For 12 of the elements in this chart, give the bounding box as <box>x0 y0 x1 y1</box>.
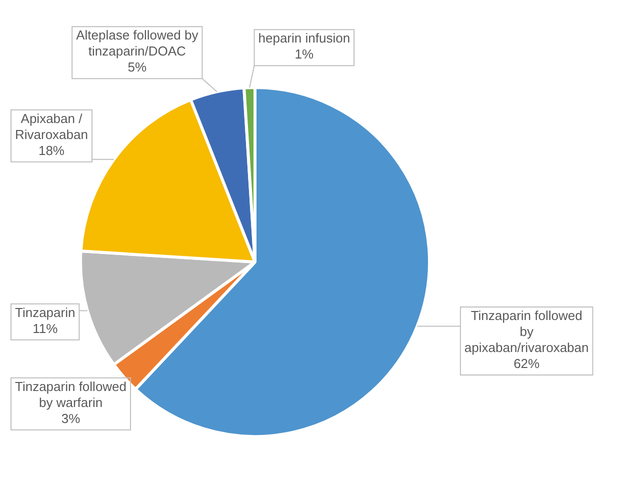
slice-label: Tinzaparin followed by apixaban/rivaroxaban <box>464 308 589 356</box>
data-label: 5% <box>128 60 147 75</box>
data-label: 1% <box>294 46 314 62</box>
slice-label: Tinzaparin followed by warfarin <box>14 378 127 410</box>
slice-label: Alteplase followed by tinzaparin/DOAC <box>76 28 199 59</box>
slice-label: Apixaban / Rivaroxaban <box>14 111 88 142</box>
slice-label: Tinzaparin <box>15 304 76 320</box>
data-label: 62% <box>514 356 540 372</box>
data-label: 11% <box>32 320 58 336</box>
data-label: 18% <box>38 143 65 158</box>
data-label: 3% <box>61 410 81 426</box>
slice-label: heparin infusion <box>258 30 350 46</box>
